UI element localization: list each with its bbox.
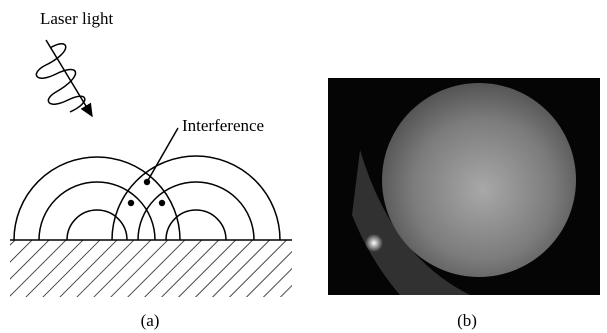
interference-point	[144, 179, 150, 185]
caption-a: (a)	[141, 311, 160, 330]
interference-label: Interference	[182, 116, 264, 135]
interference-point	[159, 200, 165, 206]
leader-line	[147, 128, 178, 182]
panel-b: (b)	[328, 78, 600, 330]
photo-disk	[382, 83, 576, 277]
surface-hatch	[10, 240, 292, 297]
laser-wave	[36, 44, 84, 112]
photo-glint	[365, 234, 383, 252]
panel-a: Laser light Interference (a)	[10, 9, 292, 330]
wave-arcs	[14, 156, 280, 240]
caption-b: (b)	[457, 311, 477, 330]
interference-point	[128, 200, 134, 206]
figure: Laser light Interference (a) (b)	[0, 0, 607, 333]
laser-label: Laser light	[40, 9, 113, 28]
